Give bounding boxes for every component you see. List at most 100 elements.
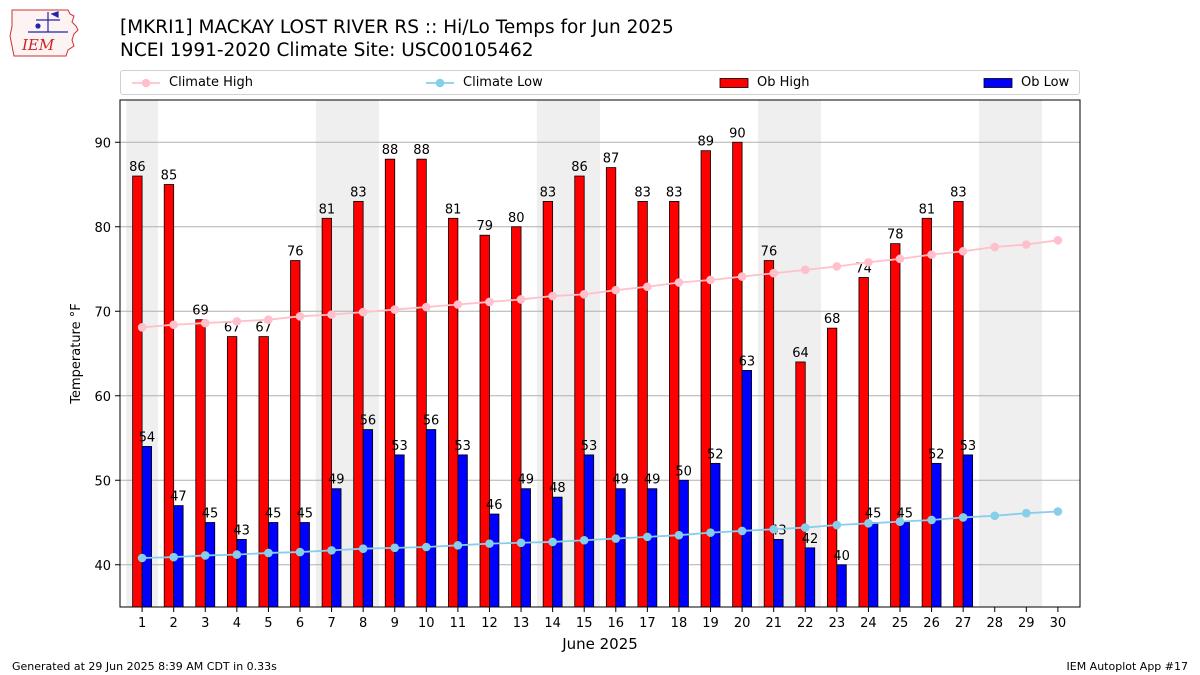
ob-high-bar (732, 141, 743, 608)
chart-subtitle: NCEI 1991-2020 Climate Site: USC00105462 (120, 40, 534, 61)
climate-high-point (422, 302, 431, 312)
ob-high-swatch-icon (719, 77, 749, 88)
climate-low-point (548, 537, 557, 547)
ob-high-bar (890, 243, 901, 608)
climate-low-point (895, 517, 905, 526)
ob-low-value-label: 53 (454, 439, 471, 454)
legend-label: Climate High (169, 75, 254, 90)
ob-high-bar (700, 150, 711, 608)
climate-high-point (264, 315, 273, 325)
x-tick-label: 10 (418, 616, 435, 631)
climate-high-point (1022, 240, 1031, 249)
climate-low-point (390, 543, 400, 553)
legend-item-climate-high: Climate High (131, 71, 253, 94)
x-tick-label: 14 (544, 616, 561, 631)
x-tick-label: 20 (734, 616, 751, 631)
climate-high-point (358, 307, 368, 317)
ob-low-value-label: 40 (833, 549, 850, 564)
ob-low-bar (268, 522, 279, 608)
climate-low-point (1022, 508, 1031, 518)
ob-low-bar (931, 462, 942, 608)
iem-logo: IEM (9, 9, 79, 57)
ob-low-bar (868, 522, 879, 608)
ob-low-bar (362, 429, 374, 608)
x-tick-label: 7 (327, 616, 335, 631)
plot-frame (119, 99, 1081, 608)
ob-low-value-label: 45 (265, 507, 282, 522)
climate-low-point (295, 547, 305, 557)
x-tick-label: 12 (481, 616, 498, 631)
legend-label: Ob Low (1021, 75, 1070, 90)
x-tick-label: 22 (797, 616, 814, 631)
x-axis-label: June 2025 (561, 635, 638, 653)
ob-high-bar (195, 319, 206, 608)
y-tick-label: 60 (94, 390, 111, 405)
climate-low-point (453, 541, 463, 550)
climate-high-line-icon (132, 78, 160, 87)
ob-high-value-label: 64 (792, 346, 809, 361)
footer-generated-text: Generated at 29 Jun 2025 8:39 AM CDT in … (12, 660, 277, 673)
ob-high-bar (542, 200, 554, 608)
ob-high-value-label: 90 (729, 126, 746, 141)
ob-low-bar (962, 454, 974, 608)
x-tick-label: 3 (201, 616, 209, 631)
x-tick-label: 15 (576, 616, 593, 631)
x-tick-label: 2 (170, 616, 178, 631)
ob-low-value-label: 56 (360, 414, 377, 429)
ob-high-value-label: 81 (919, 202, 936, 217)
ob-high-bar (763, 260, 775, 608)
ob-low-bar (646, 488, 658, 608)
ob-low-value-label: 43 (233, 523, 250, 538)
ob-high-bar (132, 175, 143, 608)
ob-low-bar (394, 454, 405, 608)
climate-low-point (611, 534, 621, 543)
legend-label: Ob High (757, 75, 810, 90)
climate-low-point (769, 524, 778, 534)
climate-high-point (390, 305, 400, 314)
legend-item-ob-low: Ob Low (983, 71, 1069, 94)
climate-high-point (295, 312, 305, 321)
climate-low-point (832, 520, 842, 530)
ob-low-bar (773, 539, 784, 608)
climate-high-point (1053, 235, 1063, 245)
legend-item-climate-low: Climate Low (425, 71, 543, 94)
ob-high-bar (479, 234, 490, 608)
legend-item-ob-high: Ob High (719, 71, 810, 94)
x-tick-label: 4 (233, 616, 241, 631)
climate-low-point (485, 539, 494, 548)
ob-low-bar (204, 522, 216, 608)
ob-high-value-label: 78 (887, 228, 904, 243)
weather-station-icon (28, 11, 68, 33)
climate-high-point (232, 317, 242, 326)
x-tick-label: 13 (513, 616, 530, 631)
x-tick-label: 5 (264, 616, 272, 631)
footer-app-text: IEM Autoplot App #17 (1066, 660, 1189, 673)
ob-high-bar (163, 184, 175, 608)
ob-low-value-label: 42 (802, 532, 819, 547)
x-tick-label: 21 (765, 616, 782, 631)
ob-low-bar (236, 539, 247, 608)
ob-high-bar (511, 226, 522, 608)
ob-high-value-label: 88 (382, 143, 399, 158)
ob-low-value-label: 48 (549, 481, 566, 496)
climate-low-point (737, 526, 747, 536)
climate-high-point (579, 290, 589, 299)
logo-text: IEM (21, 36, 55, 54)
x-tick-label: 30 (1050, 616, 1067, 631)
ob-low-value-label: 49 (518, 473, 535, 488)
climate-low-point (927, 515, 936, 525)
ob-high-value-label: 76 (287, 245, 304, 260)
climate-low-point (864, 519, 873, 528)
x-tick-label: 11 (450, 616, 467, 631)
ob-high-bar (953, 200, 964, 608)
climate-low-point (958, 513, 968, 522)
ob-high-value-label: 83 (950, 185, 967, 200)
ob-high-value-label: 81 (445, 202, 462, 217)
ob-high-value-label: 79 (476, 219, 493, 234)
ob-low-value-label: 45 (202, 507, 219, 522)
climate-high-point (200, 318, 210, 328)
climate-low-line (142, 510, 1058, 559)
ob-low-value-label: 49 (644, 473, 661, 488)
ob-high-bar (416, 158, 427, 608)
climate-high-point (611, 285, 621, 295)
